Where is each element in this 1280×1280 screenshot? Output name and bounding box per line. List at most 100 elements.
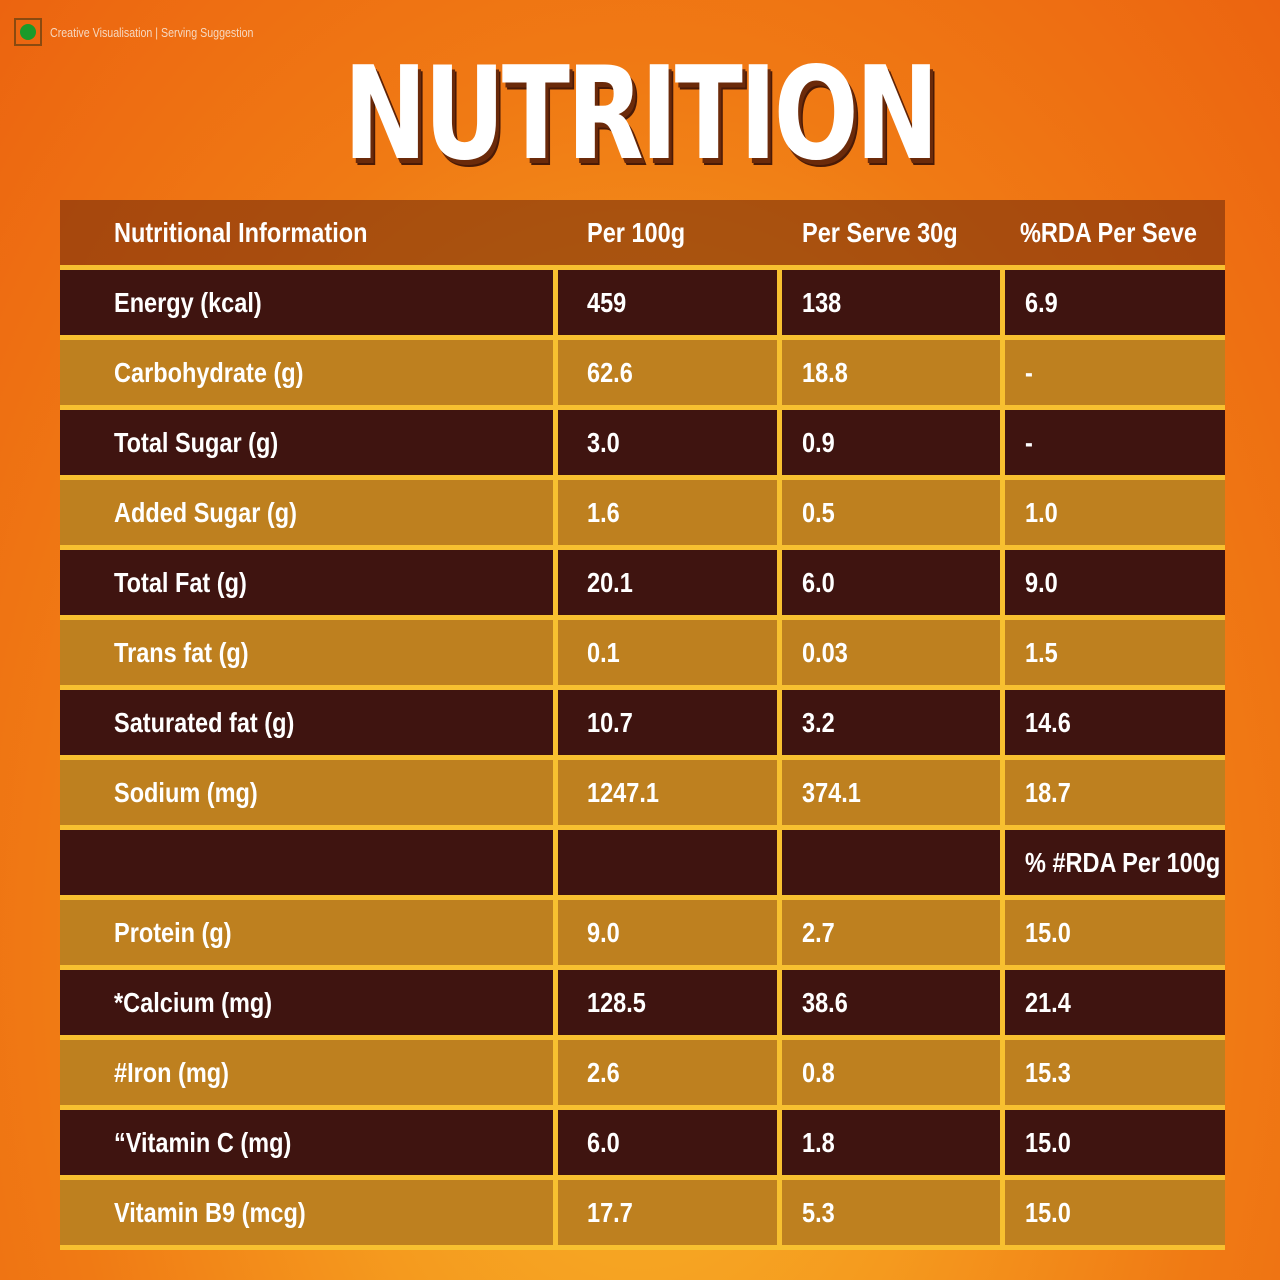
table-cell: 38.6 bbox=[782, 970, 1000, 1035]
cell-text: Total Fat (g) bbox=[114, 566, 247, 598]
cell-text: 0.1 bbox=[587, 636, 620, 668]
table-cell: 14.6 bbox=[1005, 690, 1225, 755]
table-cell: 1.6 bbox=[558, 480, 777, 545]
table-cell: 3.2 bbox=[782, 690, 1000, 755]
table-cell: % #RDA Per 100g bbox=[1005, 830, 1225, 895]
cell-text: - bbox=[1025, 356, 1033, 388]
table-cell: Saturated fat (g) bbox=[60, 690, 553, 755]
table-cell: 1.5 bbox=[1005, 620, 1225, 685]
table-cell: 15.0 bbox=[1005, 1180, 1225, 1245]
cell-text: 21.4 bbox=[1025, 986, 1071, 1018]
table-cell: 0.1 bbox=[558, 620, 777, 685]
cell-text: 1.0 bbox=[1025, 496, 1058, 528]
table-row: Saturated fat (g) 10.7 3.2 14.6 bbox=[60, 690, 1225, 755]
table-cell: Vitamin B9 (mcg) bbox=[60, 1180, 553, 1245]
cell-text: 5.3 bbox=[802, 1196, 835, 1228]
table-cell: 459 bbox=[558, 270, 777, 335]
cell-text: 138 bbox=[802, 286, 842, 318]
table-cell: “Vitamin C (mg) bbox=[60, 1110, 553, 1175]
veg-mark-icon bbox=[14, 18, 42, 46]
header-cell: Per Serve 30g bbox=[777, 200, 1005, 265]
cell-text: 2.7 bbox=[802, 916, 835, 948]
table-cell: Carbohydrate (g) bbox=[60, 340, 553, 405]
cell-text: - bbox=[1025, 426, 1033, 458]
table-cell: 18.7 bbox=[1005, 760, 1225, 825]
table-cell: 62.6 bbox=[558, 340, 777, 405]
table-cell: Protein (g) bbox=[60, 900, 553, 965]
table-row: Total Fat (g) 20.1 6.0 9.0 bbox=[60, 550, 1225, 615]
table-cell: 0.9 bbox=[782, 410, 1000, 475]
table-header: Nutritional Information Per 100g Per Ser… bbox=[60, 200, 1225, 265]
table-cell: 6.0 bbox=[782, 550, 1000, 615]
table-cell: 2.7 bbox=[782, 900, 1000, 965]
cell-text: 15.0 bbox=[1025, 916, 1071, 948]
table-cell: 2.6 bbox=[558, 1040, 777, 1105]
cell-text: 14.6 bbox=[1025, 706, 1071, 738]
cell-text: 0.9 bbox=[802, 426, 835, 458]
cell-text: Trans fat (g) bbox=[114, 636, 249, 668]
cell-text: 1.6 bbox=[587, 496, 620, 528]
header-cell: Nutritional Information bbox=[60, 200, 553, 265]
cell-text: 1.8 bbox=[802, 1126, 835, 1158]
table-cell: 374.1 bbox=[782, 760, 1000, 825]
table-cell: 9.0 bbox=[1005, 550, 1225, 615]
table-cell: 128.5 bbox=[558, 970, 777, 1035]
cell-text: 20.1 bbox=[587, 566, 633, 598]
table-row: Protein (g) 9.0 2.7 15.0 bbox=[60, 900, 1225, 965]
table-cell: 15.3 bbox=[1005, 1040, 1225, 1105]
cell-text: Protein (g) bbox=[114, 916, 232, 948]
table-cell: Energy (kcal) bbox=[60, 270, 553, 335]
table-cell: Total Sugar (g) bbox=[60, 410, 553, 475]
cell-text: Added Sugar (g) bbox=[114, 496, 297, 528]
cell-text: 15.3 bbox=[1025, 1056, 1071, 1088]
table-cell: #Iron (mg) bbox=[60, 1040, 553, 1105]
table-row: #Iron (mg) 2.6 0.8 15.3 bbox=[60, 1040, 1225, 1105]
table-cell: 15.0 bbox=[1005, 1110, 1225, 1175]
cell-text: 3.0 bbox=[587, 426, 620, 458]
cell-text: 62.6 bbox=[587, 356, 633, 388]
table-cell: 6.9 bbox=[1005, 270, 1225, 335]
cell-text: “Vitamin C (mg) bbox=[114, 1126, 292, 1158]
table-row: Energy (kcal) 459 138 6.9 bbox=[60, 270, 1225, 335]
cell-text: 17.7 bbox=[587, 1196, 633, 1228]
table-cell: 5.3 bbox=[782, 1180, 1000, 1245]
table-cell bbox=[782, 830, 1000, 895]
disclaimer-note: Creative Visualisation | Serving Suggest… bbox=[50, 24, 254, 40]
table-row: Vitamin B9 (mcg) 17.7 5.3 15.0 bbox=[60, 1180, 1225, 1245]
table-cell: Added Sugar (g) bbox=[60, 480, 553, 545]
table-cell: 9.0 bbox=[558, 900, 777, 965]
table-row: Added Sugar (g) 1.6 0.5 1.0 bbox=[60, 480, 1225, 545]
table-cell: 3.0 bbox=[558, 410, 777, 475]
header-cell: Per 100g bbox=[553, 200, 777, 265]
cell-text: 18.8 bbox=[802, 356, 848, 388]
cell-text: 38.6 bbox=[802, 986, 848, 1018]
cell-text: 6.9 bbox=[1025, 286, 1058, 318]
cell-text: 9.0 bbox=[1025, 566, 1058, 598]
cell-text: % #RDA Per 100g bbox=[1025, 846, 1221, 878]
cell-text: 10.7 bbox=[587, 706, 633, 738]
cell-text: 128.5 bbox=[587, 986, 646, 1018]
cell-text: Vitamin B9 (mcg) bbox=[114, 1196, 306, 1228]
table-cell: - bbox=[1005, 410, 1225, 475]
cell-text: Sodium (mg) bbox=[114, 776, 258, 808]
table-cell: Sodium (mg) bbox=[60, 760, 553, 825]
table-row: Carbohydrate (g) 62.6 18.8 - bbox=[60, 340, 1225, 405]
cell-text: Saturated fat (g) bbox=[114, 706, 295, 738]
table-cell bbox=[558, 830, 777, 895]
cell-text: 9.0 bbox=[587, 916, 620, 948]
table-cell: 6.0 bbox=[558, 1110, 777, 1175]
cell-text: 18.7 bbox=[1025, 776, 1071, 808]
cell-text: Energy (kcal) bbox=[114, 286, 262, 318]
cell-text: 0.8 bbox=[802, 1056, 835, 1088]
cell-text: 2.6 bbox=[587, 1056, 620, 1088]
cell-text: 6.0 bbox=[587, 1126, 620, 1158]
page-title: NUTRITION bbox=[343, 40, 939, 189]
cell-text: 6.0 bbox=[802, 566, 835, 598]
cell-text: 374.1 bbox=[802, 776, 861, 808]
table-row: Trans fat (g) 0.1 0.03 1.5 bbox=[60, 620, 1225, 685]
table-cell: Trans fat (g) bbox=[60, 620, 553, 685]
cell-text: 3.2 bbox=[802, 706, 835, 738]
table-cell: 18.8 bbox=[782, 340, 1000, 405]
table-cell: 0.03 bbox=[782, 620, 1000, 685]
table-row: Sodium (mg) 1247.1 374.1 18.7 bbox=[60, 760, 1225, 825]
